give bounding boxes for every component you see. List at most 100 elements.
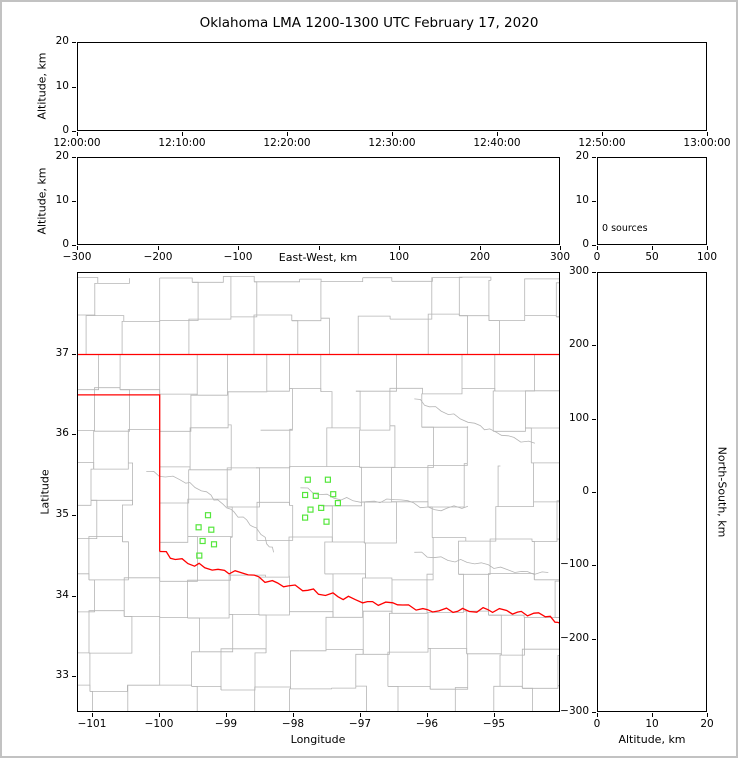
county-boundary-line (94, 315, 125, 322)
plan-view-map-panel (77, 272, 560, 712)
county-boundary-line (389, 387, 397, 426)
county-boundary-line (123, 577, 129, 617)
x-tick-label: −97 (348, 718, 372, 730)
county-boundary-line (431, 277, 433, 315)
x-tick-label: −98 (281, 718, 305, 730)
y-tick-mark (592, 157, 596, 158)
x-tick-mark (92, 713, 93, 717)
county-boundary-line (299, 649, 327, 652)
lma-station-marker (323, 518, 330, 525)
x-tick-label: 0 (593, 718, 601, 730)
county-boundary-line (197, 391, 228, 396)
county-boundary-line (463, 463, 468, 501)
x-tick-mark (707, 132, 708, 136)
county-boundary-line (260, 429, 293, 431)
county-boundary-line (93, 430, 95, 470)
x-tick-label: 12:20:00 (263, 137, 311, 149)
x-tick-mark (707, 246, 708, 250)
county-boundary-line (358, 315, 391, 320)
county-boundary-line (258, 614, 267, 653)
x-tick-mark (494, 713, 495, 717)
county-boundary-line (495, 538, 533, 542)
county-boundary-line (430, 687, 469, 690)
y-tick-label: 0 (62, 124, 69, 136)
county-boundary-line (197, 575, 232, 581)
x-tick-label: −100 (144, 718, 174, 730)
x-tick-label: −200 (143, 251, 173, 263)
county-boundary-line (556, 316, 559, 318)
county-boundary-line (421, 393, 423, 428)
county-boundary-line (78, 536, 98, 540)
county-boundary-line (533, 278, 559, 280)
county-boundary-line (391, 501, 429, 507)
x-tick-label: 300 (549, 251, 571, 263)
county-boundary-line (391, 574, 434, 581)
county-boundary-line (389, 648, 429, 653)
lma-station-marker (312, 492, 319, 499)
county-boundary-line (258, 611, 290, 616)
county-boundary-line (432, 277, 463, 278)
county-boundary-line (96, 536, 123, 542)
county-boundary-line (427, 313, 432, 355)
county-boundary-line (532, 539, 558, 542)
county-boundary-line (119, 354, 123, 390)
county-boundary-line (291, 320, 299, 355)
lma-station-marker (318, 504, 325, 511)
county-boundary-line (78, 462, 95, 470)
y-tick-label: 0 (582, 485, 589, 497)
county-boundary-line (159, 277, 193, 283)
county-boundary-line (390, 314, 433, 320)
county-boundary-line (124, 616, 161, 618)
county-boundary-line (127, 429, 130, 463)
county-boundary-line (187, 536, 233, 538)
county-boundary-line (88, 610, 95, 654)
county-boundary-line (394, 465, 434, 468)
x-tick-mark (77, 246, 78, 250)
x-tick-label: 12:50:00 (578, 137, 626, 149)
county-boundary-line (524, 390, 535, 428)
county-boundary-line (256, 501, 260, 541)
county-boundary-line (256, 466, 291, 469)
x-tick-mark (399, 246, 400, 250)
county-boundary-line (428, 647, 468, 654)
county-boundary-line (534, 390, 559, 392)
county-boundary-line (389, 425, 396, 468)
y-tick-label: −300 (560, 705, 589, 717)
county-boundary-line (257, 537, 294, 541)
county-boundary-line (458, 573, 465, 612)
county-boundary-line (189, 427, 191, 470)
county-boundary-line (488, 280, 491, 321)
county-boundary-line (299, 278, 322, 282)
county-boundary-line (362, 577, 366, 612)
county-boundary-line (559, 581, 560, 582)
x-tick-mark (159, 713, 160, 717)
county-boundary-line (556, 500, 559, 540)
county-boundary-line (524, 278, 534, 316)
county-boundary-line (124, 616, 133, 651)
county-boundary-line (534, 579, 559, 582)
x-tick-mark (480, 246, 481, 250)
county-boundary-line (220, 648, 233, 690)
county-boundary-line (188, 469, 191, 500)
county-boundary-line (228, 574, 231, 615)
y-tick-label: −100 (560, 558, 589, 570)
river-line (414, 398, 536, 444)
county-boundary-line (187, 617, 200, 652)
county-boundary-line (459, 315, 468, 355)
county-boundary-line (361, 501, 365, 543)
county-boundary-line (387, 685, 399, 711)
county-boundary-line (388, 612, 392, 653)
county-boundary-line (492, 390, 495, 432)
county-boundary-line (88, 536, 97, 580)
county-boundary-line (122, 541, 129, 578)
county-boundary-line (461, 354, 468, 389)
county-boundary-line (288, 354, 298, 389)
x-tick-label: −99 (214, 718, 238, 730)
county-boundary-line (427, 611, 429, 649)
county-boundary-line (159, 684, 192, 687)
lma-station-marker (210, 541, 218, 548)
county-boundary-line (333, 611, 364, 618)
county-boundary-line (232, 648, 267, 653)
x-tick-mark (226, 713, 227, 717)
